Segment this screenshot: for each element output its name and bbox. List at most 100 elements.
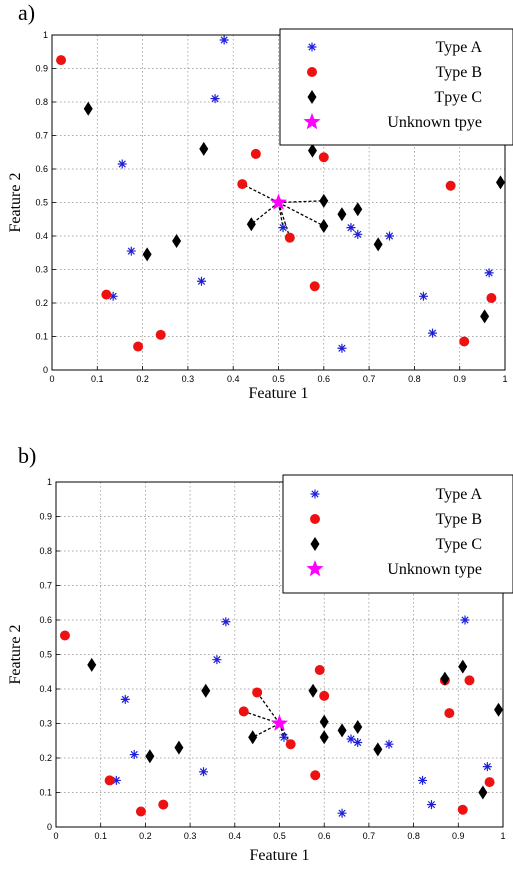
- data-point-diamond: [319, 218, 329, 233]
- y-tick-label: 0.8: [39, 546, 52, 556]
- legend-marker-asterisk: [307, 42, 317, 52]
- data-point-circle: [459, 336, 470, 347]
- neighbor-link: [241, 183, 279, 204]
- neighbor-link: [277, 202, 291, 238]
- x-tick-label: 0.5: [272, 374, 285, 384]
- x-axis-title: Feature 1: [250, 847, 310, 864]
- data-point-diamond: [494, 702, 504, 717]
- data-point-diamond: [248, 730, 258, 745]
- series-asterisk: [111, 615, 492, 818]
- data-point-asterisk: [484, 268, 494, 278]
- data-point-star: [270, 714, 289, 731]
- data-point-asterisk: [210, 94, 220, 104]
- data-point-circle: [318, 152, 329, 163]
- data-point-asterisk: [212, 655, 222, 665]
- data-point-circle: [486, 292, 497, 303]
- x-tick-label: 0.2: [139, 831, 152, 841]
- data-point-circle: [284, 232, 295, 243]
- legend-label: Type B: [436, 511, 482, 528]
- data-point-circle: [237, 179, 248, 190]
- data-point-asterisk: [460, 615, 470, 625]
- data-point-diamond: [83, 101, 93, 116]
- scatter-chart-b: 0 0.1 0.2 0.3 0.4 0.5 0.6 0.7 0.8 0.9 1 0 0.1 0.2 0.3 0…: [7, 474, 513, 864]
- x-tick-label: 0.6: [318, 831, 331, 841]
- neighbor-links: [241, 183, 325, 238]
- data-point-asterisk: [120, 694, 130, 704]
- data-point-asterisk: [353, 229, 363, 239]
- legend-label: Type A: [436, 39, 483, 56]
- data-point-circle: [457, 804, 468, 815]
- data-point-diamond: [142, 247, 152, 262]
- y-tick-label: 0.6: [35, 164, 48, 174]
- data-point-asterisk: [428, 328, 438, 338]
- y-tick-label: 0.3: [35, 265, 48, 275]
- data-point-diamond: [373, 237, 383, 252]
- data-point-diamond: [172, 234, 182, 249]
- data-point-circle: [252, 687, 263, 698]
- y-tick-label: 0.9: [39, 512, 52, 522]
- neighbor-link: [277, 202, 284, 228]
- data-point-star: [269, 193, 288, 210]
- data-point-asterisk: [346, 734, 356, 744]
- legend: Type A Type B Type C Unknown type: [282, 474, 513, 594]
- series-diamond: [87, 657, 504, 800]
- legend-marker-star: [306, 560, 324, 577]
- legend-label: Unknown type: [387, 561, 482, 578]
- data-point-diamond: [246, 217, 256, 232]
- data-point-asterisk: [337, 343, 347, 353]
- data-point-circle: [319, 690, 330, 701]
- x-tick-label: 0.3: [184, 831, 197, 841]
- data-point-circle: [285, 739, 296, 750]
- y-tick-label: 0.4: [39, 684, 52, 694]
- neighbor-link: [250, 201, 279, 225]
- legend-label: Type B: [436, 64, 482, 81]
- y-tick-label: 0.2: [35, 298, 48, 308]
- data-point-circle: [484, 777, 495, 788]
- legend-label: Type C: [436, 536, 482, 553]
- y-tick-label: 0.8: [35, 97, 48, 107]
- data-point-asterisk: [221, 617, 231, 627]
- legend-label: Type A: [436, 486, 483, 503]
- data-point-asterisk: [426, 800, 436, 810]
- data-point-diamond: [308, 683, 318, 698]
- legend-marker-circle: [310, 514, 320, 524]
- data-point-asterisk: [219, 35, 229, 45]
- data-point-asterisk: [418, 291, 428, 301]
- data-point-asterisk: [278, 223, 288, 233]
- legend: Type A Type B Tpye C Unknown tpye: [279, 28, 513, 146]
- legend-box: [279, 28, 513, 146]
- neighbor-link: [252, 722, 280, 738]
- data-point-diamond: [480, 309, 490, 324]
- data-point-diamond: [478, 785, 488, 800]
- y-tick-label: 1: [43, 30, 48, 40]
- x-tick-label: 0.3: [182, 374, 195, 384]
- x-tick-label: 0: [53, 831, 58, 841]
- data-point-asterisk: [199, 767, 209, 777]
- legend-marker-star: [303, 113, 321, 130]
- y-tick-label: 0.2: [39, 753, 52, 763]
- data-point-circle: [135, 806, 146, 817]
- y-tick-label: 0.5: [39, 650, 52, 660]
- y-axis-title: Feature 2: [7, 173, 24, 233]
- x-tick-label: 0.1: [94, 831, 107, 841]
- neighbor-link: [278, 200, 324, 204]
- data-point-diamond: [337, 207, 347, 222]
- y-axis-title: Feature 2: [7, 625, 24, 685]
- data-point-circle: [310, 770, 321, 781]
- neighbor-link: [278, 201, 325, 227]
- y-tick-label: 0.7: [39, 581, 52, 591]
- data-point-asterisk: [384, 739, 394, 749]
- x-tick-label: 0.2: [136, 374, 149, 384]
- data-point-circle: [104, 775, 115, 786]
- series-circle: [56, 55, 497, 352]
- y-tick-label: 0: [47, 822, 52, 832]
- y-tick-label: 0.5: [35, 198, 48, 208]
- data-point-asterisk: [129, 750, 139, 760]
- y-tick-label: 0.1: [35, 332, 48, 342]
- data-point-circle: [133, 341, 144, 352]
- x-tick-label: 0.6: [318, 374, 331, 384]
- x-axis-title: Feature 1: [249, 385, 309, 402]
- y-tick-label: 0.6: [39, 615, 52, 625]
- y-tick-label: 0.3: [39, 719, 52, 729]
- x-tick-label: 0.7: [363, 831, 376, 841]
